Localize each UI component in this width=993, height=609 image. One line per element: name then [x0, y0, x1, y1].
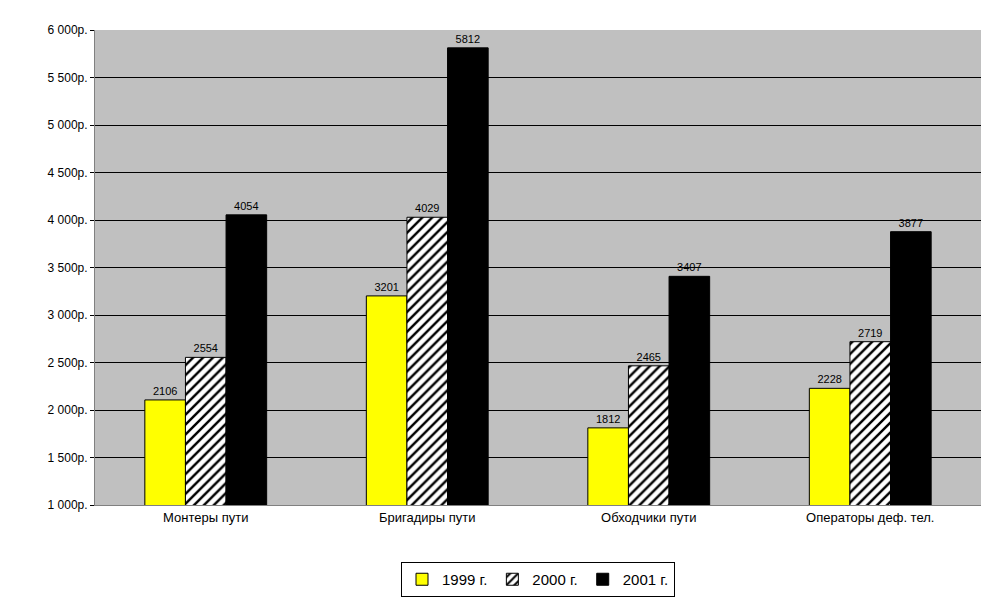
svg-text:Монтеры пути: Монтеры пути	[163, 510, 248, 525]
svg-text:5 500р.: 5 500р.	[48, 71, 88, 85]
svg-text:3407: 3407	[677, 261, 701, 273]
svg-text:4 000р.: 4 000р.	[48, 213, 88, 227]
svg-text:5 000р.: 5 000р.	[48, 118, 88, 132]
svg-text:2000 г.: 2000 г.	[532, 571, 577, 588]
svg-text:4 500р.: 4 500р.	[48, 166, 88, 180]
svg-text:2465: 2465	[637, 351, 661, 363]
svg-text:2719: 2719	[858, 327, 882, 339]
svg-text:Бригадиры пути: Бригадиры пути	[379, 510, 476, 525]
svg-text:2554: 2554	[194, 342, 218, 354]
svg-text:4054: 4054	[234, 200, 258, 212]
svg-text:3 500р.: 3 500р.	[48, 261, 88, 275]
svg-text:Операторы деф. тел.: Операторы деф. тел.	[806, 510, 934, 525]
svg-text:6 000р.: 6 000р.	[48, 23, 88, 37]
svg-text:3 000р.: 3 000р.	[48, 308, 88, 322]
svg-text:Обходчики пути: Обходчики пути	[601, 510, 696, 525]
svg-text:1999 г.: 1999 г.	[442, 571, 487, 588]
svg-text:5812: 5812	[456, 33, 480, 45]
svg-text:1812: 1812	[596, 413, 620, 425]
svg-text:3201: 3201	[374, 281, 398, 293]
svg-text:4029: 4029	[415, 202, 439, 214]
svg-text:2106: 2106	[153, 385, 177, 397]
svg-text:2001 г.: 2001 г.	[623, 571, 668, 588]
svg-text:2 500р.: 2 500р.	[48, 356, 88, 370]
svg-text:3877: 3877	[899, 217, 923, 229]
svg-text:2228: 2228	[817, 373, 841, 385]
svg-text:1 000р.: 1 000р.	[48, 498, 88, 512]
svg-text:1 500р.: 1 500р.	[48, 451, 88, 465]
svg-text:2 000р.: 2 000р.	[48, 403, 88, 417]
